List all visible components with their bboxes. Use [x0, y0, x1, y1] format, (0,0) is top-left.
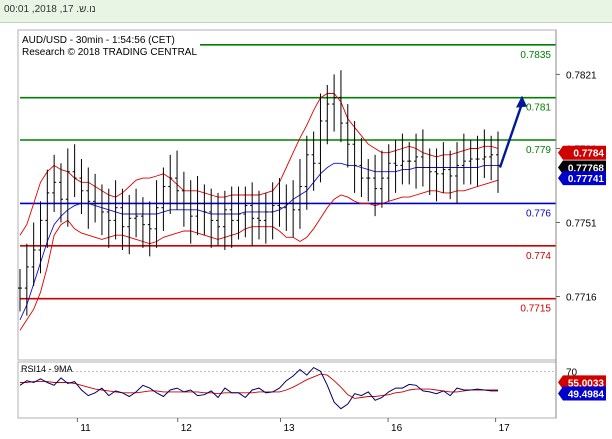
projection-arrow-head	[516, 95, 527, 108]
x-tick-label-0: 11	[80, 423, 91, 434]
level-label-5: 0.7715	[520, 304, 551, 315]
header-datetime: נו.ש. 17, 2018, 00:01	[4, 4, 96, 15]
projection-layer	[498, 95, 527, 168]
x-tick-label-2: 13	[284, 423, 296, 434]
price-tag-label-2: 0.77741	[568, 174, 605, 185]
rsi-tag-label-0: 55.0033	[568, 378, 605, 389]
moving-average-line	[19, 162, 498, 320]
price-panel-frame	[17, 29, 557, 361]
level-label-3: 0.776	[526, 208, 551, 219]
y-tick-label-0: 0.7821	[566, 70, 597, 81]
y-tick-label-2: 0.7751	[566, 219, 597, 230]
rsi-line	[19, 366, 498, 410]
level-label-4: 0.774	[526, 251, 551, 262]
price-tag-1	[558, 160, 606, 175]
rsi-ma-line	[20, 373, 498, 399]
rsi-tag-1	[558, 386, 606, 401]
chart-subtitle: Research © 2018 TRADING CENTRAL	[22, 47, 197, 58]
levels-layer: 0.7835 0.781 0.779 0.776 0.774 0.7715	[20, 44, 556, 315]
x-tick-label-4: 17	[499, 423, 511, 434]
level-label-1: 0.781	[526, 103, 551, 114]
header-bar: נו.ש. 17, 2018, 00:01	[0, 0, 612, 23]
rsi-tag-label-1: 49.4984	[568, 389, 605, 400]
price-tag-label-1: 0.77768	[568, 164, 605, 175]
price-tag-0	[558, 145, 606, 160]
projection-arrow-shaft	[498, 103, 524, 168]
level-label-0: 0.7835	[520, 50, 551, 61]
chart-title: AUD/USD - 30min - 1:54:56 (CET)	[22, 35, 175, 46]
rsi-title: RSI14 - 9MA	[21, 364, 73, 374]
rsi-tick-label-0: 70	[566, 367, 578, 378]
x-tick-label-1: 12	[181, 423, 193, 434]
price-tag-label-0: 0.7784	[573, 149, 604, 160]
y-tick-label-3: 0.7716	[566, 293, 597, 304]
axis-layer: 0.78210.77860.77510.77160.77840.777680.7…	[76, 30, 606, 434]
price-layer	[18, 70, 500, 316]
level-label-2: 0.779	[526, 145, 551, 156]
x-tick-label-3: 16	[391, 423, 403, 434]
price-tag-2	[558, 171, 606, 186]
rsi-tag-0	[558, 375, 606, 390]
